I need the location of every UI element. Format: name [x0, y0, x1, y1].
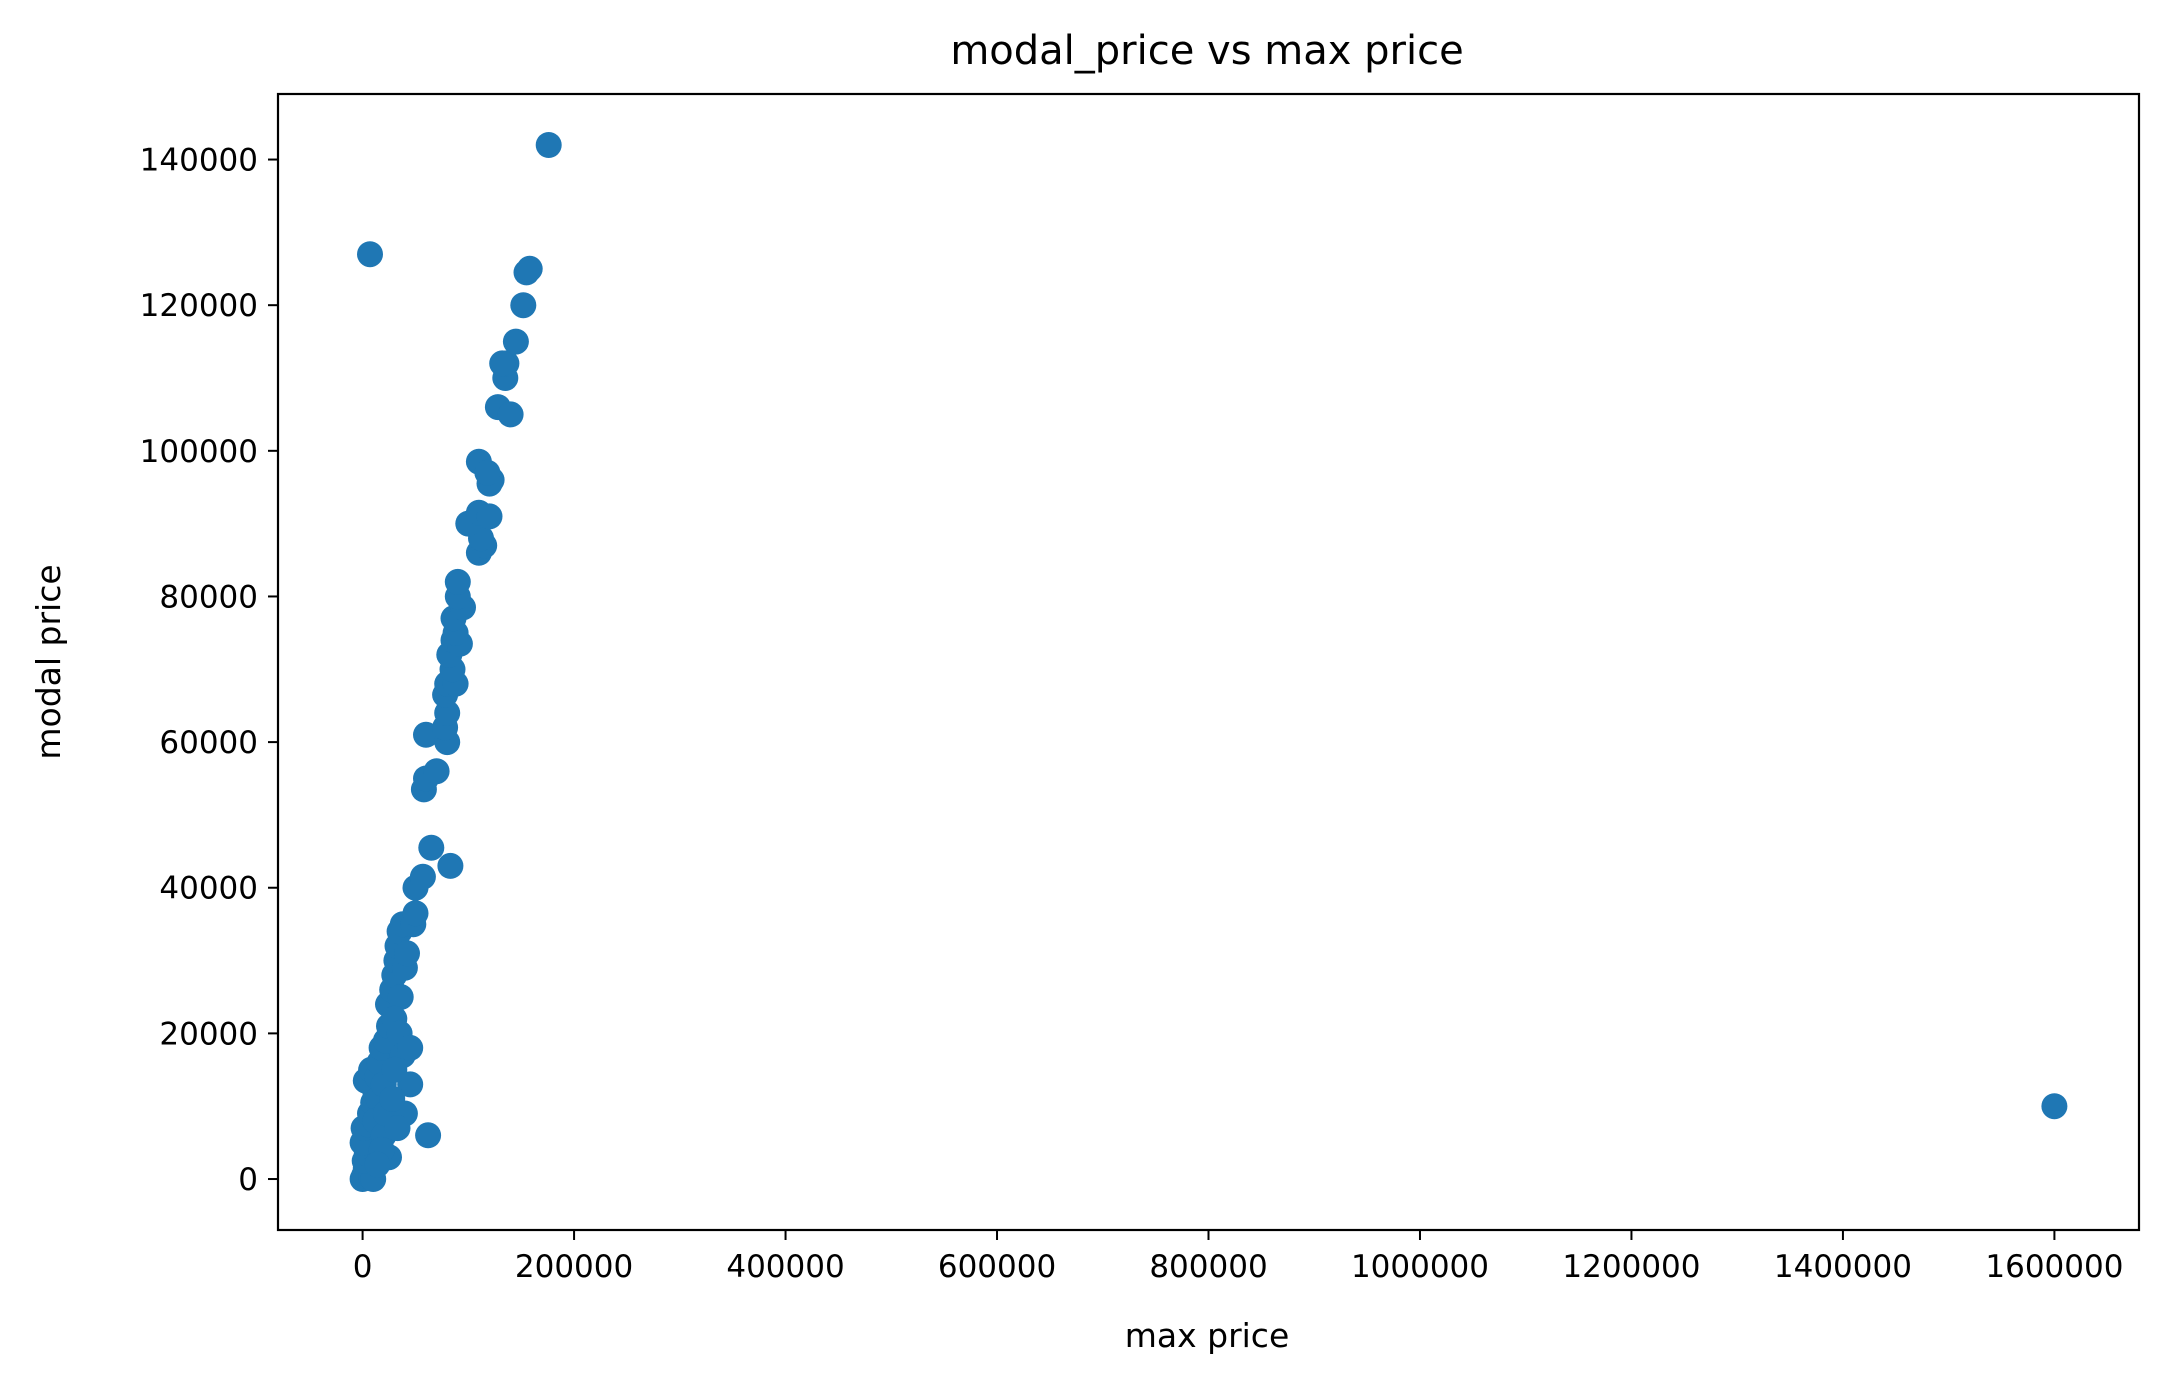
data-point [423, 758, 450, 785]
data-point [474, 459, 501, 486]
y-tick-label: 140000 [140, 143, 258, 179]
data-point [409, 863, 436, 890]
x-tick-label: 200000 [515, 1249, 633, 1285]
data-point [2041, 1093, 2068, 1120]
data-point [502, 328, 529, 355]
y-tick-label: 120000 [140, 288, 258, 324]
data-point [364, 1151, 391, 1178]
x-axis-ticks: 0 200000 400000 600000 800000 1000000 1200000 1… [353, 1230, 2123, 1285]
y-tick-label: 0 [238, 1162, 258, 1198]
data-point [397, 1034, 424, 1061]
y-axis-ticks: 0 20000 40000 60000 80000 100000 120000 140000 [140, 143, 278, 1198]
data-point [516, 255, 543, 282]
data-point [387, 984, 414, 1010]
x-tick-label: 600000 [938, 1249, 1056, 1285]
data-point [489, 350, 516, 377]
data-point [476, 503, 503, 530]
data-point [357, 241, 383, 268]
y-tick-label: 40000 [159, 871, 258, 907]
x-tick-label: 400000 [726, 1249, 844, 1285]
data-point [381, 1056, 408, 1083]
x-tick-label: 1400000 [1774, 1249, 1912, 1285]
data-point [384, 1115, 411, 1142]
y-tick-label: 100000 [140, 434, 258, 470]
x-tick-label: 1200000 [1562, 1249, 1700, 1285]
data-point [394, 940, 420, 967]
data-point [497, 401, 524, 428]
data-point [535, 132, 562, 158]
x-tick-label: 0 [353, 1249, 373, 1285]
y-tick-label: 80000 [159, 579, 258, 615]
data-point [418, 834, 445, 861]
x-tick-label: 1600000 [1985, 1249, 2123, 1285]
chart-title: modal_price vs max price [950, 28, 1463, 74]
data-point [415, 1122, 442, 1149]
x-tick-label: 800000 [1149, 1249, 1267, 1285]
data-point [437, 852, 464, 879]
x-tick-label: 1000000 [1351, 1249, 1489, 1285]
data-point [402, 900, 429, 927]
y-axis-label: modal price [29, 564, 68, 759]
y-tick-label: 20000 [159, 1016, 258, 1052]
data-point [510, 292, 537, 319]
y-tick-label: 60000 [159, 725, 258, 761]
data-points [349, 132, 2068, 1192]
x-axis-label: max price [1125, 1316, 1290, 1355]
data-point [379, 1085, 406, 1112]
data-point [444, 568, 471, 595]
